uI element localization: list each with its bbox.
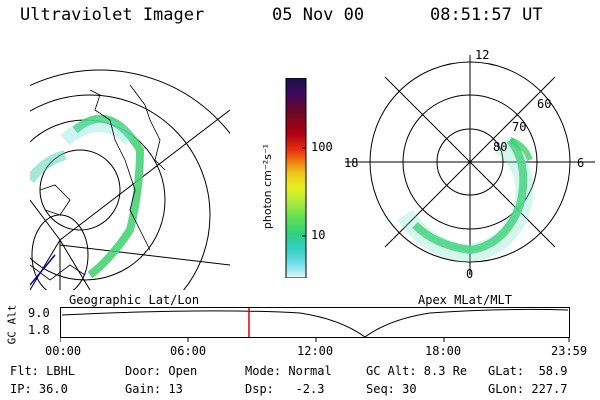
timeline-ylabel: GC Alt	[5, 304, 19, 345]
coastline	[39, 184, 71, 216]
geo-panel-label: Geographic Lat/Lon	[69, 293, 200, 307]
glat-info: GLat: 58.9	[488, 364, 568, 378]
aurora-oval	[397, 137, 534, 263]
mlt-label-0: 0	[466, 267, 474, 281]
ip-info: IP: 36.0	[10, 382, 68, 396]
instrument-title: Ultraviolet Imager	[20, 5, 205, 25]
time-label: 08:51:57 UT	[430, 5, 543, 25]
aurora-band	[72, 114, 145, 279]
seq-info: Seq: 30	[366, 382, 417, 396]
xtick-0600: 06:00	[170, 344, 207, 358]
lon-line	[59, 109, 230, 241]
lon-line	[30, 199, 61, 241]
aurora-oval	[508, 137, 533, 162]
date-label: 05 Nov 00	[272, 5, 365, 25]
lon-line	[59, 244, 230, 266]
aurora-band	[60, 118, 135, 146]
geographic-map	[30, 69, 230, 290]
mlt-label-18: 18	[344, 156, 359, 170]
mode-info: Mode: Normal	[245, 364, 332, 378]
colorbar-unit-label: photon cm⁻²s⁻¹	[261, 143, 275, 230]
aurora-oval	[412, 137, 528, 255]
altitude-timeline	[60, 307, 570, 342]
dsp-info: Dsp: -2.3	[245, 382, 325, 396]
timeline-ymax: 9.0	[28, 306, 50, 320]
lon-line	[30, 239, 61, 290]
xtick-0000: 00:00	[45, 344, 82, 358]
terminator-line	[30, 254, 56, 286]
filter-info: Flt: LBHL	[10, 364, 76, 378]
colorbar-tick-100: 100	[311, 140, 333, 154]
xtick-2359: 23:59	[551, 344, 588, 358]
timeline-ymin: 1.8	[28, 323, 50, 337]
colorbar	[285, 78, 307, 278]
colorbar-tick-10: 10	[311, 228, 326, 242]
mlt-spoke	[384, 76, 556, 248]
altitude-curve	[61, 308, 569, 338]
lat-circle	[30, 69, 230, 135]
gain-info: Gain: 13	[125, 382, 183, 396]
lat-circle	[30, 94, 211, 290]
mlat-label-70: 70	[512, 120, 527, 134]
xtick-1200: 12:00	[297, 344, 334, 358]
coastline	[89, 89, 151, 251]
apex-polar-plot	[345, 55, 595, 275]
coastline	[129, 84, 166, 171]
mlt-label-12: 12	[475, 48, 490, 62]
apex-panel-label: Apex MLat/MLT	[418, 293, 512, 307]
gc-alt-info: GC Alt: 8.3 Re	[366, 364, 468, 378]
glon-info: GLon: 227.7	[488, 382, 568, 396]
mlat-label-60: 60	[537, 97, 552, 111]
xtick-1800: 18:00	[425, 344, 462, 358]
mlat-label-80: 80	[493, 140, 508, 154]
aurora-band	[30, 150, 67, 184]
mlt-label-6: 6	[577, 156, 585, 170]
lon-line	[59, 239, 91, 290]
door-info: Door: Open	[125, 364, 198, 378]
